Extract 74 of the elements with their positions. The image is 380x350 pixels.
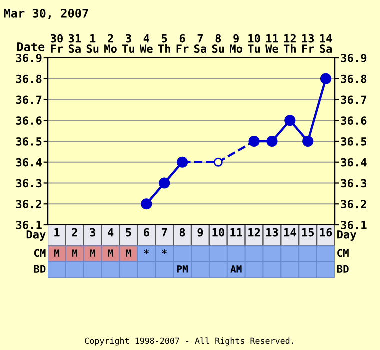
- text: AM: [230, 266, 242, 273]
- x-tick-label: 3 Tu: [122, 34, 134, 54]
- y2-tick-label: BD: [337, 265, 349, 273]
- x-tick-label: 14 Sa: [320, 34, 332, 54]
- y2-tick-label: 36.1: [341, 220, 367, 230]
- x-tick-label: 13: [266, 228, 278, 237]
- x-axis-title: Day: [26, 230, 46, 241]
- x-tick-label: 11: [230, 228, 242, 237]
- x-tick-label: 9 Mo: [230, 34, 242, 54]
- y2-tick-label: 36.7: [341, 96, 366, 104]
- x-axis-title: Date: [17, 42, 45, 52]
- x-tick-label: 9: [198, 228, 204, 237]
- x-tick-label: 14: [284, 228, 296, 237]
- y-tick-label: 36.1: [16, 220, 42, 230]
- text: PM: [177, 266, 188, 273]
- x-tick-label: 5 Th: [158, 34, 170, 53]
- y-tick-label: CM: [34, 249, 46, 258]
- x-tick-label: 13 Fr: [302, 34, 314, 53]
- x-tick-label: 11 We: [266, 34, 278, 54]
- x-tick-label: 7 Sa: [194, 34, 206, 54]
- y-tick-label: BD: [34, 265, 46, 273]
- x-tick-label: 1 Su: [86, 34, 99, 54]
- y-tick-label: 36.7: [16, 96, 42, 104]
- y-tick-label: 36.4: [16, 158, 42, 167]
- x-tick-label: 8 Su: [212, 34, 224, 54]
- y-tick-label: 36.9: [16, 54, 42, 62]
- x-tick-label: 1: [54, 228, 60, 237]
- text: M: [72, 250, 78, 257]
- x-tick-label: 10 Tu: [248, 34, 260, 54]
- point: [141, 198, 152, 210]
- y2-tick-label: 36.4: [341, 158, 367, 167]
- y-tick-label: 36.2: [16, 200, 42, 209]
- point: [284, 115, 296, 126]
- x-tick-label: 15: [302, 228, 314, 237]
- text: M: [126, 250, 132, 257]
- x-tick-label: 16: [320, 228, 332, 237]
- x-tick-label: 10: [212, 228, 224, 237]
- y2-tick-label: 36.9: [341, 54, 367, 62]
- point: [302, 136, 314, 148]
- y-tick-label: 36.6: [16, 116, 42, 126]
- text: Copyright 1998-2007 - All Rights Reserved.: [85, 338, 294, 346]
- y2-tick-label: 36.3: [341, 179, 367, 188]
- x-tick-label: 30 Fr: [50, 34, 64, 53]
- x-tick-label: 4 We: [140, 34, 153, 54]
- x-tick-label: 12 Th: [284, 34, 296, 53]
- point: [320, 73, 332, 84]
- text: M: [54, 250, 60, 257]
- x-tick-label: 3: [90, 228, 96, 237]
- point: [159, 178, 170, 189]
- text: Day: [338, 230, 357, 241]
- y2-tick-label: 36.8: [341, 74, 367, 84]
- x-tick-label: 7: [162, 228, 168, 237]
- chart-title: Mar 30, 2007: [4, 8, 88, 20]
- text: M: [108, 250, 114, 257]
- y-tick-label: 36.8: [16, 74, 42, 84]
- x-tick-label: 12: [248, 228, 260, 237]
- x-tick-label: 4: [108, 228, 114, 237]
- x-tick-label: 2 Mo: [104, 34, 117, 54]
- point: [266, 136, 278, 148]
- x-tick-label: 5: [126, 228, 132, 237]
- x-tick-label: 6: [144, 228, 150, 237]
- text: M: [90, 250, 96, 257]
- y2-tick-label: 36.2: [341, 200, 366, 209]
- text: *: [162, 250, 167, 254]
- x-tick-label: 8: [180, 228, 186, 237]
- y-tick-label: 36.5: [16, 137, 42, 146]
- y2-tick-label: CM: [338, 249, 349, 258]
- x-tick-label: 6 Fr: [176, 34, 189, 53]
- x-tick-label: 2: [72, 228, 78, 237]
- x-tick-label: 31 Sa: [68, 34, 82, 54]
- text: *: [144, 250, 149, 254]
- y-tick-label: 36.3: [16, 179, 42, 188]
- y2-tick-label: 36.6: [341, 116, 367, 126]
- y2-tick-label: 36.5: [341, 137, 367, 146]
